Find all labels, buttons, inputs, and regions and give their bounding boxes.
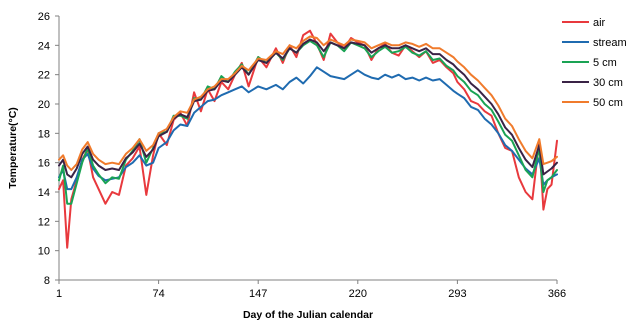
legend-label: 30 cm [593,77,623,89]
legend-label: 50 cm [593,97,623,109]
y-tick-label: 16 [38,158,50,170]
y-tick-label: 12 [38,216,50,228]
y-tick-label: 10 [38,246,50,258]
y-tick-label: 20 [38,99,50,111]
y-tick-label: 24 [38,40,50,52]
axes-layer [58,16,557,281]
x-tick-label: 220 [349,288,367,300]
x-tick-label: 147 [249,288,267,300]
y-tick-label: 18 [38,128,50,140]
x-tick-label: 366 [548,288,566,300]
y-tick-label: 22 [38,70,50,82]
legend: air stream 5 cm 30 cm 50 cm [562,17,627,109]
x-tick-label: 1 [56,288,62,300]
legend-label: 5 cm [593,57,617,69]
series-line-air [58,29,558,249]
x-tick-label: 293 [448,288,466,300]
series-line-30-cm [58,38,558,179]
series-line-50-cm [58,35,558,171]
y-axis-title: Temperature(°C) [7,107,19,189]
legend-label: stream [593,37,627,49]
x-tick-label: 74 [152,288,164,300]
series-layer [58,29,558,249]
x-axis-title: Day of the Julian calendar [243,309,373,321]
legend-label: air [593,17,606,29]
series-line-5-cm [58,39,558,205]
y-tick-label: 26 [38,11,50,23]
series-line-stream [58,66,558,191]
y-tick-label: 8 [44,275,50,287]
y-tick-label: 14 [38,187,50,199]
ticks-layer: 8 10 12 14 16 18 20 22 24 26 1 74 147 220 293 366 [38,11,566,300]
